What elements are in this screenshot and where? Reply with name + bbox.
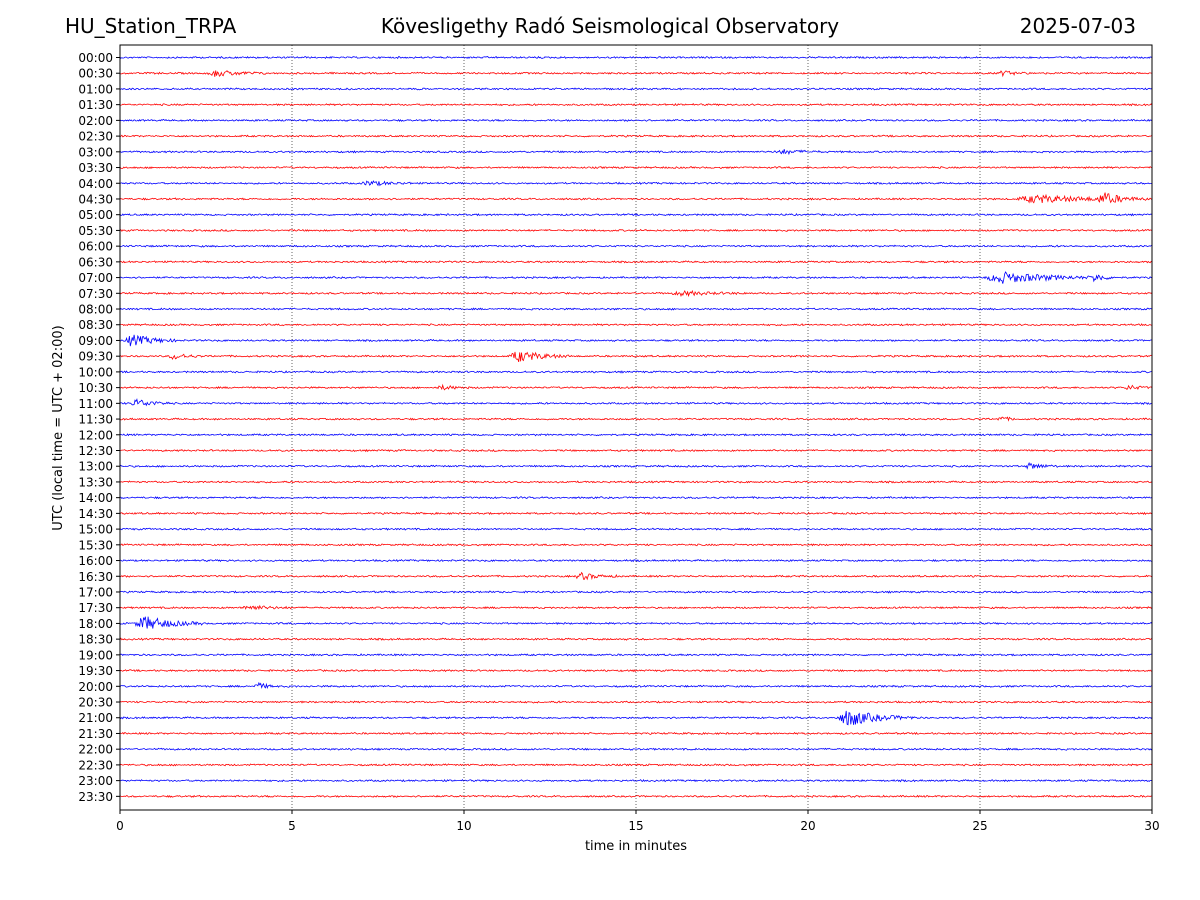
trace-2000 — [119, 681, 1153, 690]
y-tick-label: 03:00 — [78, 145, 113, 159]
y-tick-label: 18:00 — [78, 617, 113, 631]
y-tick-label: 14:30 — [78, 507, 113, 521]
y-tick-label: 07:30 — [78, 287, 113, 301]
y-tick-label: 05:00 — [78, 208, 113, 222]
y-tick-label: 21:00 — [78, 711, 113, 725]
y-tick-label: 09:00 — [78, 334, 113, 348]
trace-1530 — [119, 543, 1153, 547]
y-tick-label: 06:30 — [78, 255, 113, 269]
station-name: HU_Station_TRPA — [65, 14, 237, 38]
trace-1300 — [119, 461, 1153, 470]
trace-1930 — [119, 668, 1153, 673]
y-tick-label: 19:00 — [78, 648, 113, 662]
y-tick-label: 00:30 — [78, 67, 113, 81]
y-tick-label: 10:30 — [78, 381, 113, 395]
trace-0730 — [119, 289, 1153, 298]
trace-1200 — [119, 433, 1153, 437]
trace-1630 — [119, 571, 1153, 581]
x-tick-label: 25 — [972, 819, 987, 833]
chart-date: 2025-07-03 — [1019, 14, 1136, 38]
y-tick-label: 17:00 — [78, 585, 113, 599]
y-axis-label: UTC (local time = UTC + 02:00) — [51, 325, 66, 530]
y-tick-label: 23:00 — [78, 774, 113, 788]
y-tick-label: 02:30 — [78, 130, 113, 144]
y-tick-label: 08:00 — [78, 303, 113, 317]
y-tick-label: 13:30 — [78, 475, 113, 489]
y-tick-label: 21:30 — [78, 727, 113, 741]
trace-0930 — [119, 351, 1153, 363]
trace-2200 — [119, 747, 1153, 751]
y-tick-label: 23:30 — [78, 790, 113, 804]
y-tick-label: 15:30 — [78, 538, 113, 552]
x-tick-label: 5 — [288, 819, 296, 833]
x-axis-label: time in minutes — [585, 839, 687, 854]
y-tick-label: 08:30 — [78, 318, 113, 332]
y-tick-label: 18:30 — [78, 633, 113, 647]
y-tick-label: 00:00 — [78, 51, 113, 65]
x-tick-label: 15 — [628, 819, 643, 833]
y-tick-label: 04:30 — [78, 192, 113, 206]
y-tick-label: 20:30 — [78, 696, 113, 710]
y-tick-label: 16:30 — [78, 570, 113, 584]
y-tick-label: 05:30 — [78, 224, 113, 238]
y-tick-label: 12:00 — [78, 428, 113, 442]
trace-0100 — [119, 87, 1153, 91]
y-tick-label: 01:30 — [78, 98, 113, 112]
y-tick-label: 10:00 — [78, 365, 113, 379]
y-tick-label: 03:30 — [78, 161, 113, 175]
y-tick-label: 06:00 — [78, 240, 113, 254]
trace-0530 — [119, 228, 1153, 233]
y-tick-label: 17:30 — [78, 601, 113, 615]
trace-0700 — [119, 271, 1153, 284]
y-tick-label: 01:00 — [78, 82, 113, 96]
trace-0300 — [119, 149, 1153, 156]
chart-title: Kövesligethy Radó Seismological Observat… — [380, 14, 840, 38]
trace-1330 — [119, 480, 1153, 484]
y-tick-label: 22:30 — [78, 758, 113, 772]
y-tick-label: 02:00 — [78, 114, 113, 128]
trace-0500 — [119, 213, 1153, 217]
y-tick-label: 09:30 — [78, 350, 113, 364]
y-tick-label: 14:00 — [78, 491, 113, 505]
y-tick-label: 13:00 — [78, 460, 113, 474]
x-tick-label: 30 — [1144, 819, 1159, 833]
y-tick-label: 04:00 — [78, 177, 113, 191]
y-tick-label: 11:30 — [78, 413, 113, 427]
y-tick-label: 22:00 — [78, 743, 113, 757]
y-tick-label: 07:00 — [78, 271, 113, 285]
trace-1600 — [119, 558, 1153, 563]
grid-group — [291, 45, 981, 810]
trace-1730 — [119, 604, 1153, 611]
y-tick-label: 11:00 — [78, 397, 113, 411]
x-tick-label: 20 — [800, 819, 815, 833]
trace-2230 — [119, 763, 1153, 767]
x-tick-label: 10 — [456, 819, 471, 833]
y-tick-label: 19:30 — [78, 664, 113, 678]
trace-1130 — [119, 416, 1153, 422]
x-tick-label: 0 — [116, 819, 124, 833]
y-tick-label: 16:00 — [78, 554, 113, 568]
x-axis: 0 5 10 15 20 25 30 — [116, 810, 1160, 833]
y-tick-label: 20:00 — [78, 680, 113, 694]
trace-0230 — [119, 134, 1153, 138]
y-tick-label: 15:00 — [78, 523, 113, 537]
trace-1500 — [119, 527, 1153, 531]
y-tick-label: 12:30 — [78, 444, 113, 458]
